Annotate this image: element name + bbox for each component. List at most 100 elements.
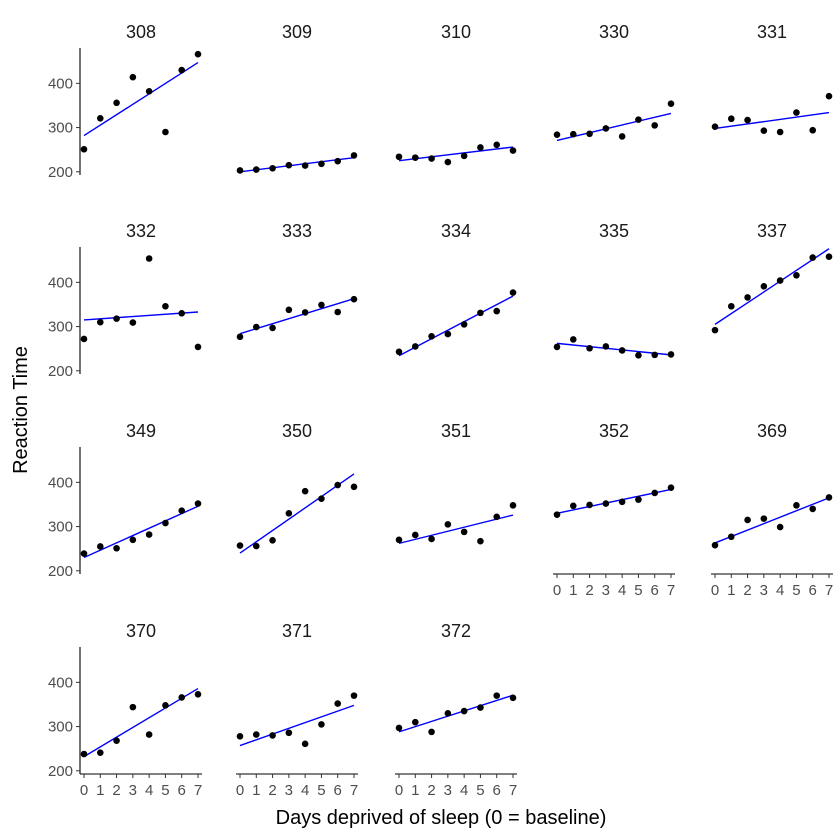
data-point bbox=[602, 343, 610, 350]
data-point bbox=[793, 109, 800, 116]
data-point bbox=[334, 157, 342, 165]
x-tick-label: 7 bbox=[825, 582, 833, 599]
x-tick-label: 5 bbox=[634, 582, 642, 599]
data-point bbox=[162, 519, 169, 527]
data-point bbox=[586, 501, 593, 509]
panel-350: 350 bbox=[236, 421, 358, 554]
fit-line bbox=[83, 61, 199, 137]
data-point bbox=[509, 502, 517, 509]
facet-title: 310 bbox=[441, 22, 471, 42]
facet-title: 349 bbox=[126, 421, 156, 441]
data-point bbox=[252, 323, 260, 331]
x-tick-label: 5 bbox=[476, 782, 484, 799]
data-point bbox=[162, 702, 169, 709]
data-point bbox=[760, 127, 768, 134]
data-point bbox=[162, 302, 169, 310]
x-tick-label: 6 bbox=[178, 782, 186, 799]
data-point bbox=[318, 495, 325, 503]
x-axis-title: Days deprived of sleep (0 = baseline) bbox=[276, 807, 607, 829]
data-point bbox=[602, 125, 610, 132]
fit-line bbox=[398, 694, 514, 733]
facet-title: 350 bbox=[282, 421, 312, 441]
data-point bbox=[236, 333, 244, 341]
panel-310: 310 bbox=[395, 22, 517, 166]
data-point bbox=[285, 306, 293, 314]
data-point bbox=[80, 145, 88, 153]
data-point bbox=[145, 531, 153, 538]
x-tick-label: 0 bbox=[236, 782, 244, 799]
data-point bbox=[825, 92, 833, 100]
data-point bbox=[252, 166, 260, 173]
x-tick-label: 0 bbox=[80, 782, 88, 799]
fit-line bbox=[239, 704, 355, 747]
x-tick-label: 6 bbox=[334, 782, 342, 799]
x-tick-label: 2 bbox=[112, 782, 120, 799]
panel-330: 330 bbox=[553, 22, 675, 142]
data-point bbox=[586, 344, 593, 352]
data-point bbox=[318, 721, 325, 728]
x-tick-label: 3 bbox=[285, 782, 293, 799]
panel-333: 333 bbox=[236, 221, 358, 341]
data-point bbox=[301, 487, 309, 495]
data-point bbox=[96, 749, 104, 756]
facet-title: 330 bbox=[599, 22, 629, 42]
facet-title: 308 bbox=[126, 22, 156, 42]
panel-309: 309 bbox=[236, 22, 358, 174]
data-point bbox=[236, 733, 244, 740]
data-point bbox=[334, 481, 342, 489]
data-point bbox=[428, 535, 435, 543]
panel-334: 334 bbox=[395, 221, 517, 357]
data-point bbox=[178, 310, 186, 317]
data-point bbox=[411, 718, 419, 726]
data-point bbox=[269, 536, 276, 544]
data-point bbox=[569, 130, 577, 138]
data-point bbox=[395, 724, 403, 732]
data-point bbox=[285, 161, 293, 169]
data-point bbox=[145, 255, 153, 262]
y-tick-label: 200 bbox=[48, 164, 73, 181]
data-point bbox=[711, 541, 719, 549]
data-point bbox=[395, 348, 403, 356]
fit-line bbox=[714, 248, 830, 325]
x-tick-label: 5 bbox=[792, 582, 800, 599]
panel-335: 335 bbox=[553, 221, 675, 359]
data-point bbox=[113, 99, 120, 107]
panel-369: 369 0 1 2 3 4 5 6 7 bbox=[711, 421, 833, 599]
x-tick-label: 6 bbox=[651, 582, 659, 599]
x-tick-label: 6 bbox=[809, 582, 817, 599]
facet-title: 370 bbox=[126, 621, 156, 641]
facet-title: 335 bbox=[599, 221, 629, 241]
data-point bbox=[667, 484, 675, 491]
facet-title: 331 bbox=[757, 22, 787, 42]
facet-title: 332 bbox=[126, 221, 156, 241]
panel-337: 337 bbox=[711, 221, 833, 334]
data-point bbox=[301, 309, 309, 316]
x-tick-label: 4 bbox=[776, 582, 784, 599]
data-point bbox=[269, 164, 276, 172]
data-point bbox=[460, 707, 468, 715]
y-tick-label: 400 bbox=[48, 274, 73, 291]
data-point bbox=[350, 152, 358, 159]
x-tick-label: 2 bbox=[743, 582, 751, 599]
data-point bbox=[744, 116, 751, 124]
data-point bbox=[395, 153, 403, 161]
data-point bbox=[744, 516, 751, 524]
data-point bbox=[285, 729, 293, 737]
x-tick-label: 1 bbox=[96, 782, 104, 799]
data-point bbox=[444, 521, 452, 528]
data-point bbox=[493, 141, 501, 149]
data-point bbox=[236, 542, 244, 549]
facet-title: 309 bbox=[282, 22, 312, 42]
data-point bbox=[252, 542, 260, 550]
data-point bbox=[793, 271, 800, 279]
data-point bbox=[727, 115, 735, 123]
x-tick-label: 4 bbox=[618, 582, 626, 599]
data-point bbox=[350, 692, 358, 699]
panel-332: 332 200 300 400 bbox=[48, 221, 202, 380]
data-point bbox=[776, 523, 784, 531]
data-point bbox=[760, 283, 768, 290]
x-tick-label: 1 bbox=[569, 582, 577, 599]
x-tick-label: 5 bbox=[317, 782, 325, 799]
data-point bbox=[667, 351, 675, 358]
data-point bbox=[477, 144, 484, 151]
